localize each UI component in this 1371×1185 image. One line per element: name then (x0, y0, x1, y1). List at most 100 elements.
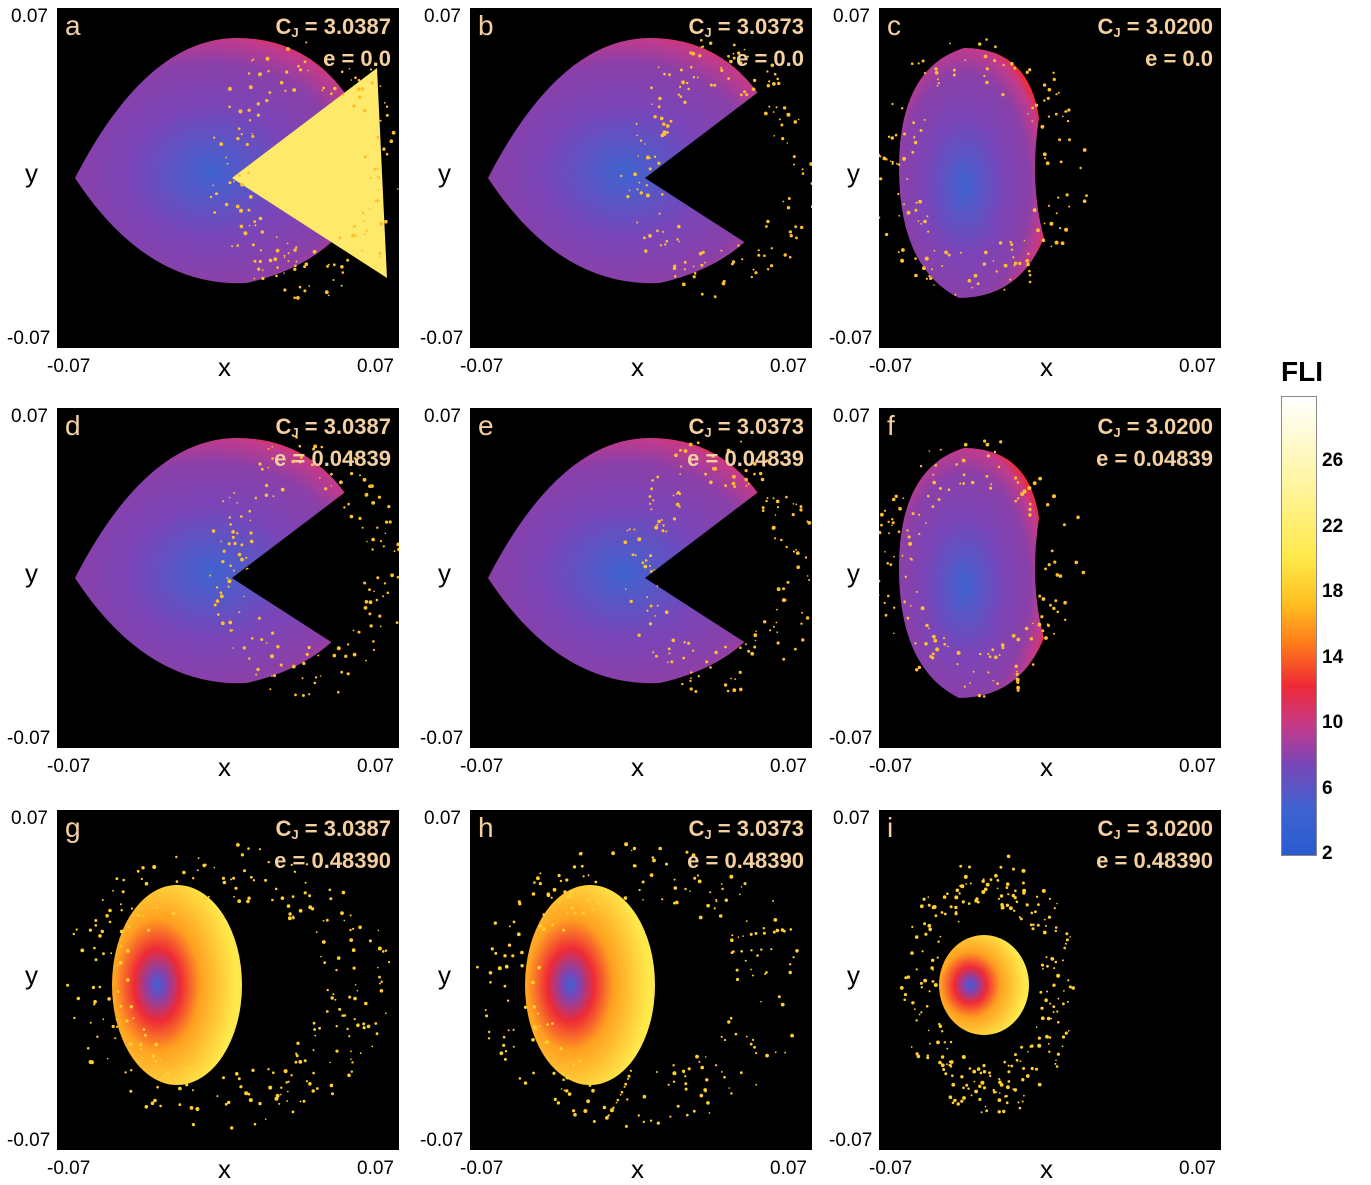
chaotic-point (732, 56, 736, 60)
chaotic-point (723, 1075, 726, 1079)
chaotic-point (371, 548, 374, 551)
chaotic-point (347, 643, 350, 646)
chaotic-point (914, 935, 919, 939)
chaotic-point (774, 514, 777, 516)
chaotic-point (304, 881, 307, 884)
x-tick-left: -0.07 (47, 1158, 91, 1179)
chaotic-point (1021, 881, 1025, 885)
chaotic-point (310, 907, 315, 911)
x-axis-label: x (631, 1154, 644, 1184)
chaotic-point (959, 884, 963, 888)
chaotic-point (619, 1093, 622, 1096)
chaotic-point (388, 520, 392, 524)
chaotic-point (661, 529, 665, 533)
chaotic-point (154, 1042, 159, 1047)
chaotic-point (784, 599, 787, 602)
chaotic-point (1044, 157, 1047, 160)
chaotic-point (531, 980, 535, 985)
chaotic-point (623, 540, 628, 544)
chaotic-point (730, 938, 734, 942)
chaotic-point (914, 257, 917, 260)
chaotic-point (275, 248, 280, 253)
chaotic-point (340, 670, 344, 674)
chaotic-point (361, 211, 365, 215)
chaotic-point (1053, 632, 1056, 635)
chaotic-point (752, 268, 755, 271)
colorbar-title: FLI (1281, 356, 1323, 387)
chaotic-point (1069, 936, 1071, 938)
chaotic-point (240, 853, 244, 857)
chaotic-point (750, 651, 755, 656)
chaotic-point (747, 649, 751, 653)
chaotic-point (359, 1052, 362, 1055)
chaotic-point (545, 1040, 549, 1044)
chaotic-point (159, 1060, 162, 1062)
chaotic-point (1005, 1101, 1009, 1105)
chaotic-point (777, 995, 781, 999)
chaotic-point (684, 1075, 687, 1078)
chaotic-point (962, 1086, 965, 1090)
chaotic-point (746, 55, 749, 58)
colorbar-tick: 10 (1322, 712, 1344, 734)
chaotic-point (343, 1014, 347, 1017)
e-annotation: e = 0.48390 (687, 848, 804, 873)
chaotic-point (1049, 603, 1052, 607)
chaotic-point (231, 535, 235, 539)
chaotic-point (284, 89, 287, 92)
panel-label: c (887, 10, 901, 41)
chaotic-point (294, 264, 297, 268)
chaotic-point (98, 934, 102, 938)
chaotic-point (679, 68, 683, 72)
chaotic-point (698, 54, 702, 58)
chaotic-point (562, 1078, 565, 1082)
chaotic-point (999, 440, 1003, 444)
fli-map-e (488, 438, 812, 693)
chaotic-point (1007, 1070, 1011, 1074)
chaotic-point (191, 1089, 194, 1092)
chaotic-point (502, 1043, 506, 1047)
chaotic-point (1016, 481, 1020, 484)
chaotic-point (215, 586, 219, 589)
chaotic-point (349, 914, 352, 917)
chaotic-point (302, 661, 306, 666)
chaotic-point (336, 956, 341, 960)
chaotic-point (506, 999, 510, 1002)
chaotic-point (995, 1091, 998, 1093)
chaotic-point (763, 111, 768, 116)
chaotic-point (887, 135, 891, 138)
chaotic-point (930, 656, 935, 660)
chaotic-point (1041, 238, 1046, 243)
chaotic-point (899, 986, 904, 990)
chaotic-point (775, 106, 778, 109)
chaotic-point (659, 116, 664, 121)
fli-map-d (75, 436, 399, 697)
chaotic-point (298, 460, 302, 464)
chaotic-point (988, 1071, 991, 1075)
chaotic-point (948, 1095, 953, 1099)
chaotic-point (911, 150, 915, 154)
chaotic-point (300, 456, 303, 459)
chaotic-point (983, 887, 988, 892)
x-tick-left: -0.07 (47, 756, 91, 777)
chaotic-point (645, 155, 650, 160)
chaotic-point (764, 973, 767, 975)
chaotic-point (770, 948, 773, 951)
chaotic-point (989, 1074, 992, 1078)
chaotic-point (308, 285, 311, 287)
chaotic-point (379, 119, 382, 122)
chaotic-point (795, 503, 798, 506)
chaotic-point (337, 690, 340, 694)
chaotic-point (291, 459, 295, 464)
chaotic-point (658, 96, 662, 101)
chaotic-point (258, 259, 262, 264)
chaotic-point (291, 664, 296, 669)
chaotic-point (999, 865, 1003, 869)
chaotic-point (1014, 889, 1017, 893)
chaotic-point (313, 1028, 316, 1031)
chaotic-point (562, 928, 566, 932)
chaotic-point (274, 887, 278, 891)
chaotic-point (879, 216, 881, 219)
chaotic-point (927, 903, 931, 907)
chaotic-point (248, 657, 251, 660)
chaotic-point (630, 849, 633, 852)
